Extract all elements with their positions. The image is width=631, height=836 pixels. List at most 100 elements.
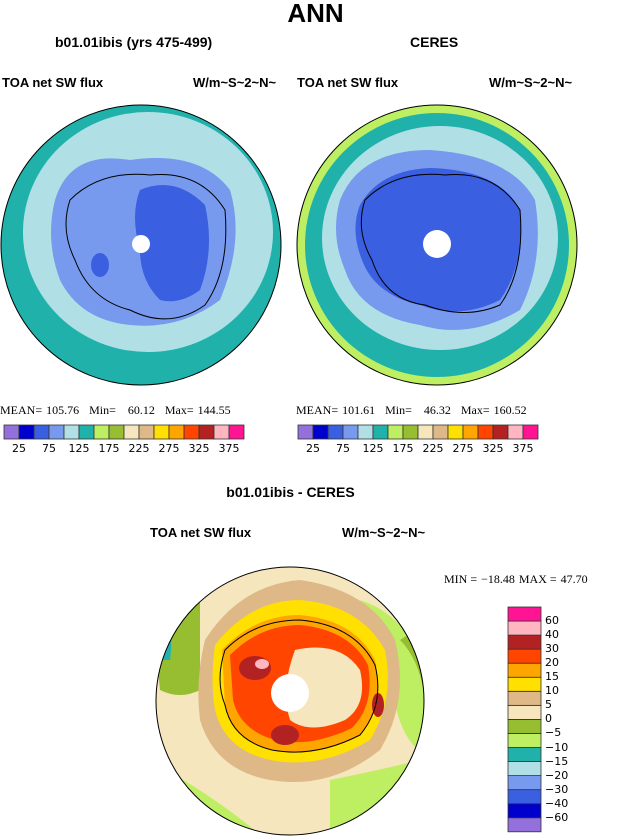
max-label: Max= — [164, 403, 194, 417]
colorbar-box — [63, 424, 80, 440]
colorbar-box — [357, 424, 374, 440]
colorbar-box — [387, 424, 404, 440]
panel1-stats: MEAN= 105.76 Min= 60.12 Max= 144.55 — [0, 403, 235, 417]
colorbar-tick-label: 125 — [68, 442, 90, 455]
colorbar-box — [123, 424, 140, 440]
colorbar-box — [507, 747, 542, 762]
colorbar-box — [312, 424, 329, 440]
colorbar-box — [297, 424, 314, 440]
colorbar-tick-label: 20 — [545, 656, 559, 670]
colorbar-box — [33, 424, 50, 440]
map-model — [1, 105, 281, 385]
colorbar-tick-label: 225 — [128, 442, 150, 455]
colorbar-box — [507, 733, 542, 748]
panel2-stats: MEAN= 101.61 Min= 46.32 Max= 160.52 — [296, 403, 531, 417]
colorbar-tick-label: 75 — [42, 442, 56, 455]
colorbar-box — [507, 775, 542, 791]
colorbar-box — [507, 424, 524, 440]
panel3-units: W/m~S~2~N~ — [342, 525, 426, 540]
colorbar-tick-label: 40 — [545, 628, 559, 642]
min-value: −18.48 — [481, 572, 515, 586]
colorbar-box — [507, 817, 542, 833]
colorbar-tick-label: 375 — [512, 442, 534, 455]
colorbar-box — [228, 424, 245, 440]
panel1-variable: TOA net SW flux — [2, 75, 104, 90]
min-label: Min= — [89, 403, 116, 417]
colorbar-tick-label: 375 — [218, 442, 240, 455]
colorbar-tick-label: 5 — [545, 698, 552, 712]
colorbar-box — [507, 704, 542, 720]
panel3-stats: MIN = −18.48 MAX = 47.70 — [444, 572, 592, 586]
colorbar-box — [327, 424, 344, 440]
colorbar-box — [168, 424, 185, 440]
colorbar-box — [402, 424, 419, 440]
map-difference — [156, 567, 424, 835]
colorbar-box — [507, 789, 542, 805]
colorbar-box — [462, 424, 479, 440]
map-ceres — [297, 105, 577, 385]
colorbar-tick-label: 275 — [452, 442, 474, 455]
mean-label: MEAN= — [296, 403, 339, 417]
colorbar-tick-label: 25 — [12, 442, 26, 455]
max-value: 47.70 — [560, 572, 588, 586]
colorbar-box — [138, 424, 155, 440]
colorbar-box — [417, 424, 434, 440]
colorbar-box — [522, 424, 539, 440]
colorbar-box — [78, 424, 95, 440]
panel1-units: W/m~S~2~N~ — [193, 75, 277, 90]
min-value: 46.32 — [423, 403, 451, 417]
colorbar-box — [507, 676, 542, 692]
colorbar-box — [507, 662, 542, 678]
panel2-units: W/m~S~2~N~ — [489, 75, 573, 90]
colorbar-box — [342, 424, 359, 440]
colorbar-box — [507, 648, 542, 664]
colorbar-box — [372, 424, 389, 440]
colorbar-tick-label: 275 — [158, 442, 180, 455]
min-value: 60.12 — [127, 403, 155, 417]
colorbar-tick-label: −40 — [545, 796, 569, 810]
max-label: Max= — [460, 403, 490, 417]
colorbar-tick-label: 10 — [545, 684, 559, 698]
colorbar-box — [447, 424, 464, 440]
max-value: 144.55 — [197, 403, 231, 417]
mean-label: MEAN= — [0, 403, 43, 417]
colorbar-tick-label: 325 — [482, 442, 504, 455]
max-value: 160.52 — [493, 403, 527, 417]
panel3-title: b01.01ibis - CERES — [226, 484, 355, 500]
colorbar-tick-label: 125 — [362, 442, 384, 455]
colorbar-box — [108, 424, 125, 440]
colorbar-box — [507, 620, 542, 636]
colorbar-box — [507, 719, 542, 734]
colorbar-tick-label: 30 — [545, 642, 559, 656]
colorbar-box — [477, 424, 494, 440]
colorbar-tick-label: −10 — [545, 740, 569, 754]
colorbar-tick-label: 15 — [545, 670, 559, 684]
colorbar-box — [183, 424, 200, 440]
colorbar-tick-label: −5 — [545, 726, 562, 740]
colorbar-tick-label: 60 — [545, 614, 559, 628]
colorbar-tick-label: −30 — [545, 782, 569, 796]
colorbar-box — [432, 424, 449, 440]
panel1-title: b01.01ibis (yrs 475-499) — [55, 34, 213, 50]
colorbar-box — [3, 424, 20, 440]
figure-title: ANN — [287, 0, 344, 28]
min-label: MIN = — [444, 572, 478, 586]
colorbar-tick-label: 175 — [98, 442, 120, 455]
colorbar-box — [93, 424, 110, 440]
colorbar-tick-label: 175 — [392, 442, 414, 455]
colorbar-box — [18, 424, 35, 440]
colorbar-box — [507, 690, 542, 706]
min-label: Min= — [385, 403, 412, 417]
colorbar-tick-label: −60 — [545, 810, 569, 824]
colorbar-tick-label: 0 — [545, 712, 552, 726]
panel2-title: CERES — [410, 34, 459, 50]
colorbar-box — [507, 761, 542, 776]
max-label: MAX = — [518, 572, 557, 586]
colorbar-box — [507, 803, 542, 819]
colorbar-tick-label: −20 — [545, 768, 569, 782]
colorbar-box — [48, 424, 65, 440]
mean-value: 105.76 — [46, 403, 80, 417]
colorbar-box — [507, 606, 542, 622]
